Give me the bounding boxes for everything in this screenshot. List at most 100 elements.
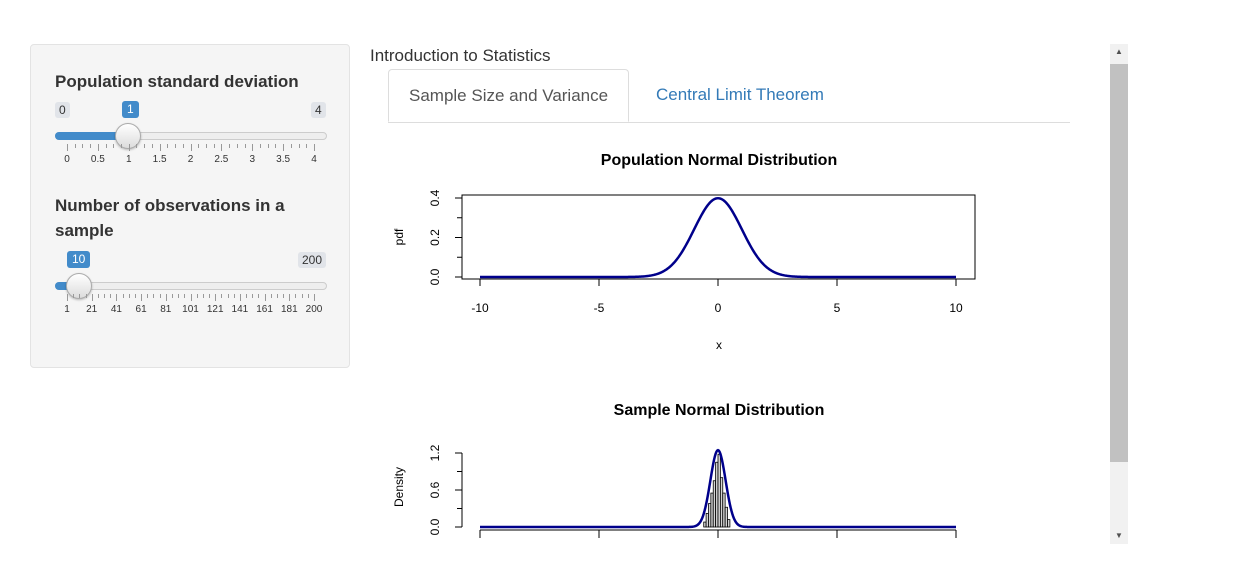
n-slider-minor-tick	[85, 294, 87, 298]
plot1-y-tick-label: 0.0	[428, 268, 442, 285]
n-slider-minor-tick	[122, 294, 124, 298]
sidebar-panel: Population standard deviation 0 4 1 0 0.5…	[30, 44, 350, 368]
tab-central-limit-theorem[interactable]: Central Limit Theorem	[656, 85, 824, 104]
n-slider-minor-tick	[246, 294, 248, 298]
n-slider-minor-tick	[159, 294, 161, 298]
n-slider-major-tick	[289, 294, 291, 301]
sd-slider-minor-tick	[298, 144, 300, 148]
sd-slider-minor-tick	[213, 144, 215, 148]
plot2-density-curve	[480, 448, 956, 529]
sd-slider-major-tick	[159, 144, 161, 151]
plot1-x-tick-label: 10	[949, 301, 963, 315]
sd-slider-tick-label: 2	[187, 154, 194, 165]
sd-slider-major-tick	[283, 144, 285, 151]
n-slider-tick-label: 1	[64, 304, 70, 315]
sd-slider-tick-label: 1.5	[152, 154, 167, 165]
n-slider-tick-label: 181	[280, 304, 298, 315]
n-slider-minor-tick	[196, 294, 198, 298]
sd-slider-minor-tick	[236, 144, 238, 148]
n-slider-minor-tick	[178, 294, 180, 298]
n-slider-minor-tick	[276, 294, 278, 298]
n-slider-minor-tick	[184, 294, 186, 298]
plot1-title: Population Normal Distribution	[601, 152, 837, 169]
vertical-scrollbar[interactable]: ▲ ▼	[1110, 44, 1128, 544]
sd-slider-minor-tick	[82, 144, 84, 148]
sd-slider-handle[interactable]	[115, 123, 141, 149]
n-slider-major-tick	[215, 294, 217, 301]
n-slider-fill	[55, 282, 75, 290]
sd-slider-major-tick	[97, 144, 99, 151]
sd-slider-fill	[55, 132, 128, 140]
plot1-frame	[461, 194, 976, 280]
n-slider-tick-label: 101	[182, 304, 199, 315]
n-slider-minor-tick	[104, 294, 106, 298]
sd-slider-major-tick	[314, 144, 315, 151]
n-slider-minor-tick	[110, 294, 112, 298]
sd-slider-tick-label: 4	[311, 154, 317, 165]
sd-slider-major-tick	[128, 144, 130, 151]
sd-slider-minor-tick	[244, 144, 246, 148]
n-slider-tick-label: 161	[256, 304, 273, 315]
plot1-y-tick-label: 0.2	[428, 229, 442, 246]
n-slider-major-tick	[116, 294, 118, 301]
n-slider-major-tick	[314, 294, 315, 301]
n-slider-minor-tick	[233, 294, 235, 298]
n-slider-major-tick	[141, 294, 143, 301]
sd-slider-tick-label: 0	[64, 154, 70, 165]
n-slider-minor-tick	[171, 294, 173, 298]
sd-slider-minor-tick	[205, 144, 207, 148]
sd-slider-minor-tick	[105, 144, 107, 148]
n-slider-minor-tick	[134, 294, 136, 298]
sd-slider-major-tick	[190, 144, 192, 151]
n-slider-value-badge: 10	[67, 251, 91, 268]
n-slider-minor-tick	[128, 294, 130, 298]
n-slider-minor-tick	[227, 294, 229, 298]
n-slider-minor-tick	[202, 294, 204, 298]
n-slider-track[interactable]	[55, 282, 327, 290]
scroll-up-arrow-icon[interactable]: ▲	[1115, 47, 1123, 56]
plot1-x-tick-label: 0	[715, 301, 722, 315]
sd-slider-minor-tick	[198, 144, 200, 148]
scroll-down-arrow-icon[interactable]: ▼	[1115, 531, 1123, 540]
sd-slider-minor-tick	[275, 144, 277, 148]
plot2-ylabel: Density	[392, 467, 406, 507]
sd-slider-minor-tick	[74, 144, 76, 148]
sd-slider-max-badge: 4	[311, 102, 326, 118]
plot1-x-tick-label: 5	[834, 301, 841, 315]
sd-slider-minor-tick	[144, 144, 146, 148]
n-slider-major-tick	[165, 294, 167, 301]
plot2-histogram-bar	[724, 506, 728, 528]
n-slider-major-tick	[67, 294, 68, 301]
n-slider-minor-tick	[153, 294, 155, 298]
plot1-xlabel: x	[716, 338, 722, 352]
n-slider-handle[interactable]	[66, 273, 92, 299]
sd-slider-tick-label: 1	[125, 154, 132, 165]
n-slider-minor-tick	[270, 294, 272, 298]
n-slider-minor-tick	[301, 294, 303, 298]
n-slider-tick-label: 81	[160, 304, 172, 315]
sd-slider-minor-tick	[306, 144, 308, 148]
plot2-title: Sample Normal Distribution	[614, 402, 825, 419]
n-slider-minor-tick	[283, 294, 285, 298]
plot1-x-tick-label: -10	[471, 301, 489, 315]
tab-sample-size-and-variance[interactable]: Sample Size and Variance	[388, 69, 630, 122]
sd-slider-minor-tick	[229, 144, 231, 148]
sd-slider-minor-tick	[151, 144, 153, 148]
sd-slider-major-tick	[252, 144, 254, 151]
n-slider-minor-tick	[97, 294, 99, 298]
scrollbar-thumb[interactable]	[1110, 64, 1128, 462]
plot2-y-tick-label: 0.0	[428, 518, 442, 535]
sd-slider-major-tick	[67, 144, 68, 151]
sd-slider-major-tick	[221, 144, 223, 151]
sd-slider-tick-label: 3.5	[276, 154, 291, 165]
sd-slider-minor-tick	[121, 144, 123, 148]
n-slider-tick-label: 200	[305, 304, 323, 315]
plot1-pdf-curve	[480, 196, 956, 279]
plot2-y-tick-label: 0.6	[428, 481, 442, 498]
n-slider-major-tick	[264, 294, 266, 301]
sd-slider-tick-label: 2.5	[214, 154, 229, 165]
tab-bar: Sample Size and Variance Central Limit T…	[388, 69, 1070, 123]
n-slider-tick-label: 21	[86, 304, 98, 315]
plot1-x-tick-label: -5	[594, 301, 605, 315]
n-slider-tick-label: 141	[231, 304, 249, 315]
